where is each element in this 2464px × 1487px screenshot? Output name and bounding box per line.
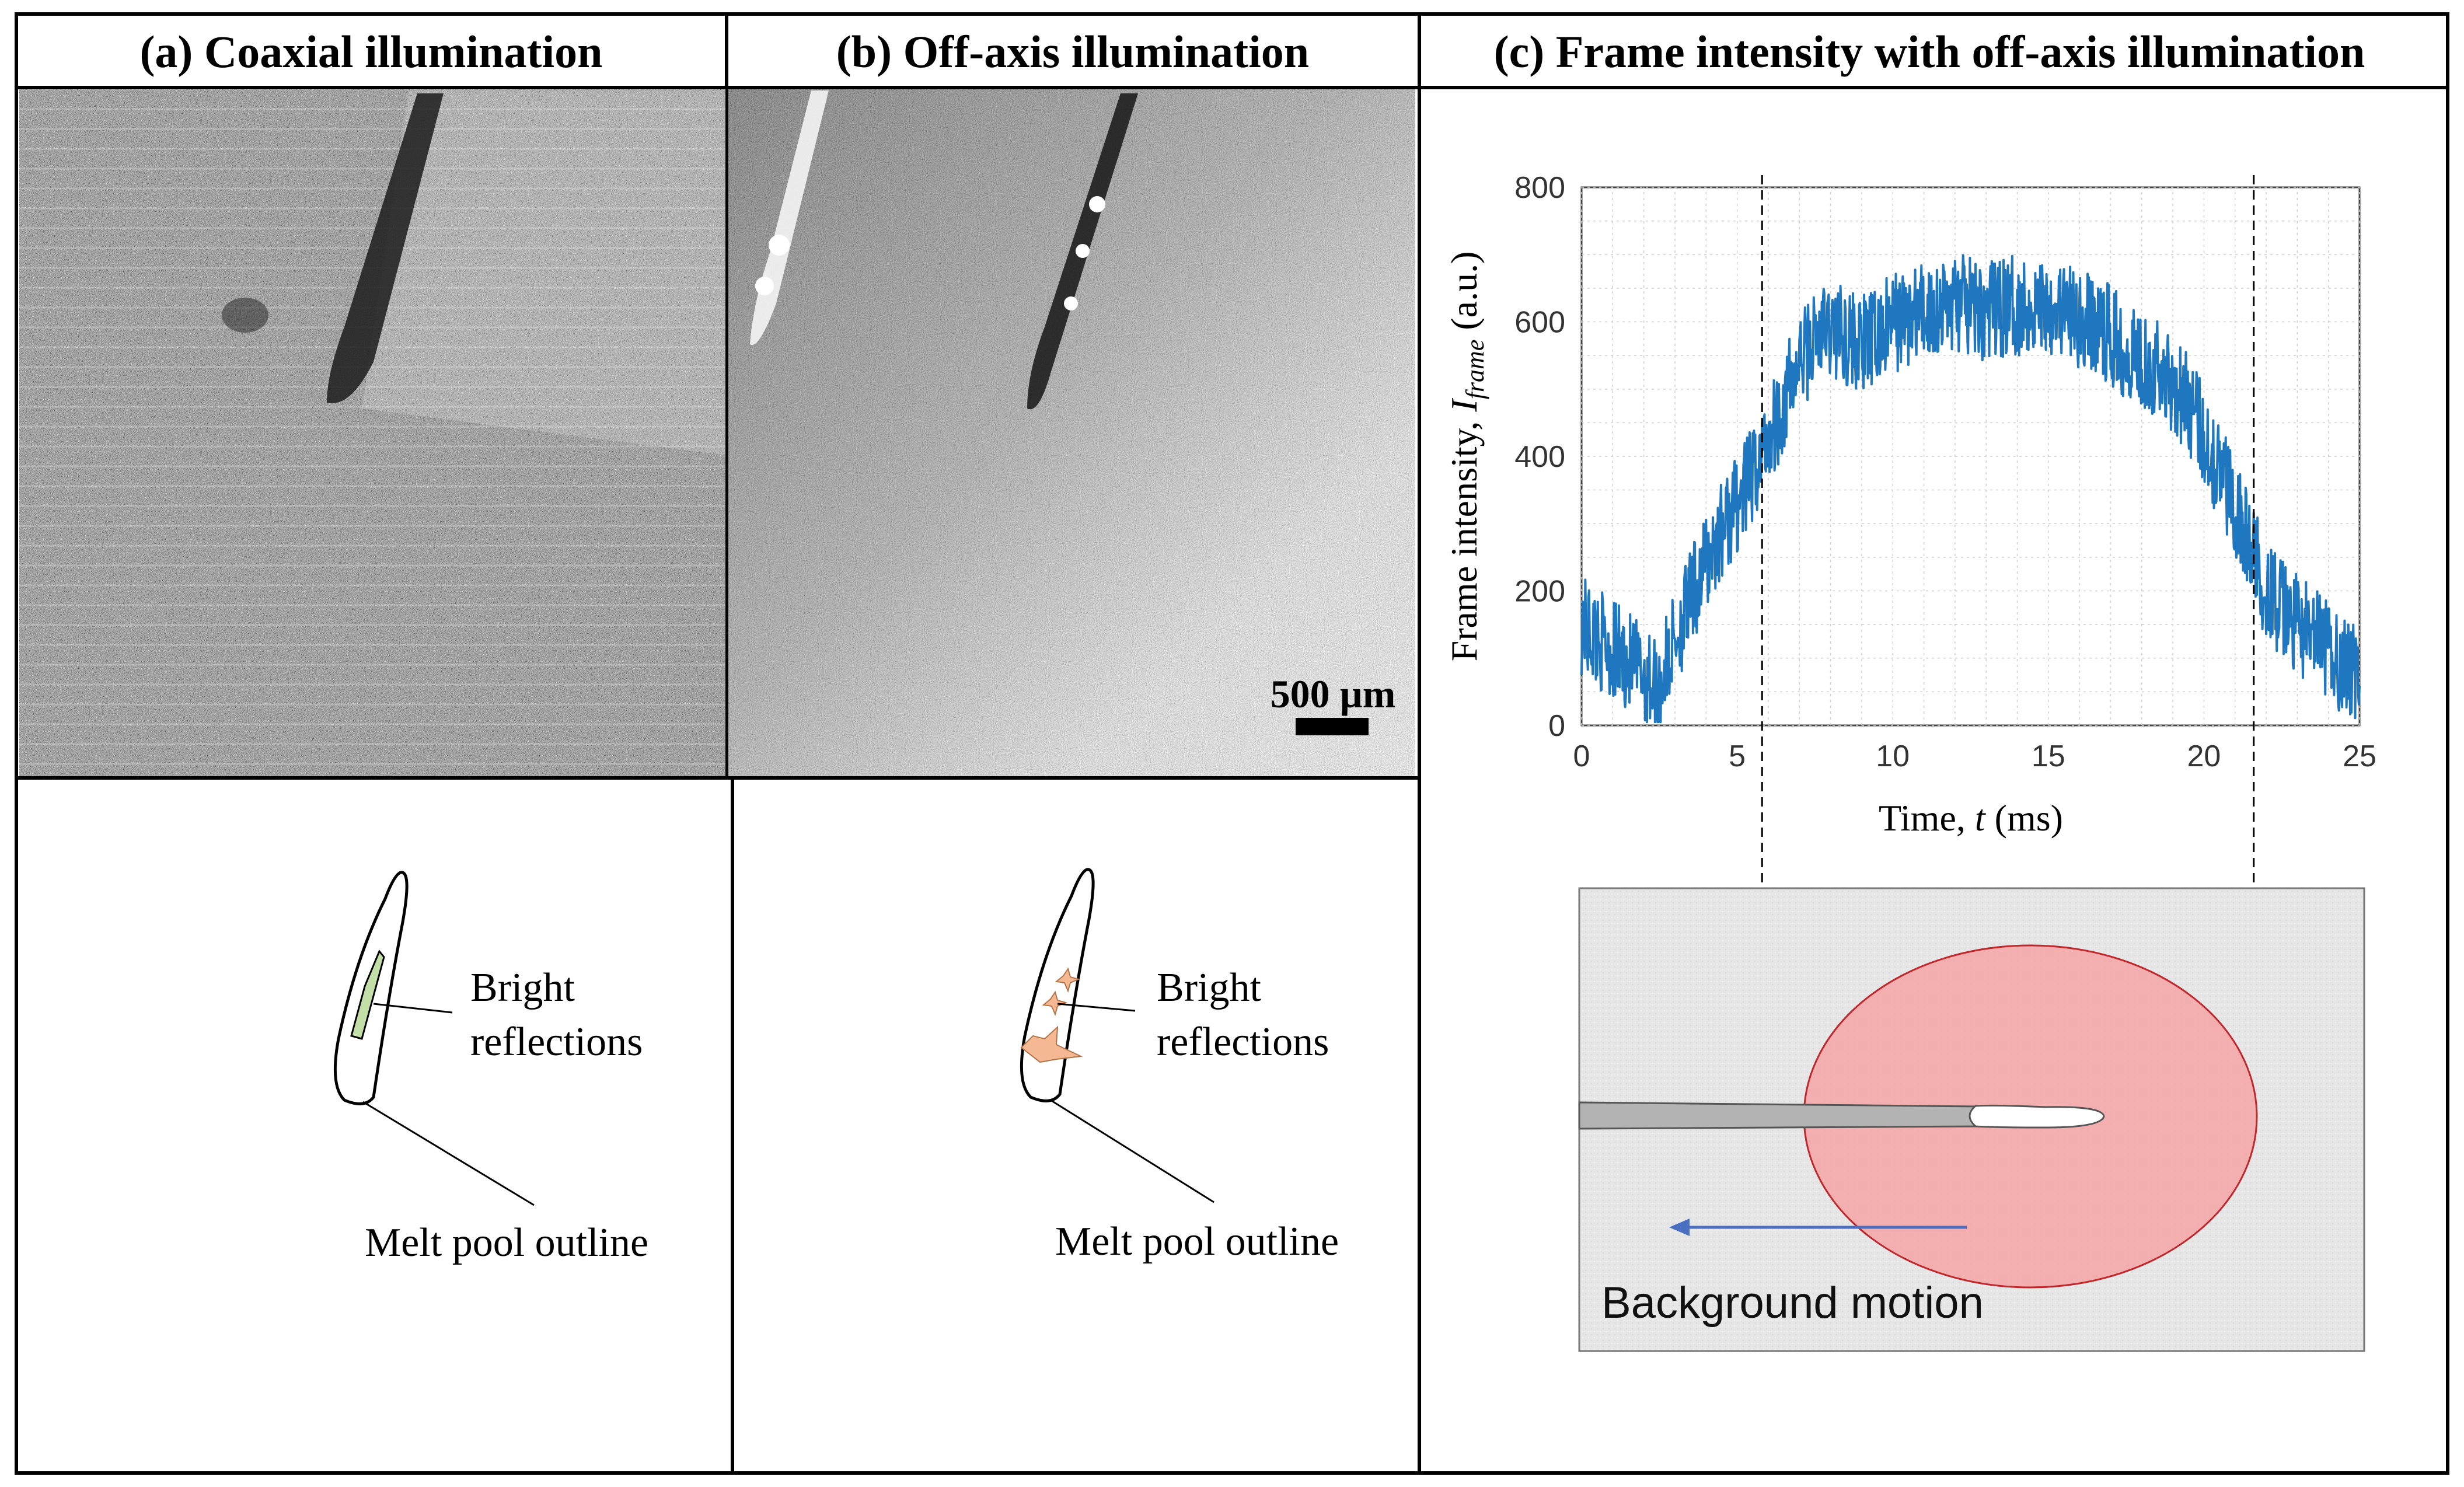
panel-frame	[15, 86, 2449, 1475]
micrograph-coaxial	[19, 89, 725, 776]
arrow-left-icon	[1669, 1219, 1690, 1236]
chart-ticks: 0 5 10 15 20 25 0 200 400 600 800	[1514, 171, 2376, 773]
solidified-track	[1578, 1101, 1980, 1130]
y-tick-label: 200	[1514, 575, 1565, 609]
leader-line-outline-b	[1050, 1099, 1214, 1203]
x-tick-label: 15	[2032, 739, 2065, 773]
outline-label-b: Melt pool outline	[1055, 1219, 1339, 1264]
series-line-frame-intensity	[1580, 254, 2361, 724]
x-axis-label: Time, t (ms)	[1879, 797, 2063, 839]
motion-schematic: Background motion	[1578, 887, 2365, 1352]
leader-line-bright-b	[1057, 1003, 1136, 1012]
y-tick-label: 0	[1548, 709, 1565, 743]
reflection-blob	[1020, 1025, 1083, 1063]
background-motion-arrow	[1669, 1219, 1967, 1236]
header-row: (a) Coaxial illumination (b) Off-axis il…	[15, 12, 2449, 89]
melt-track-dark	[327, 93, 444, 404]
bright-reflection-b	[1020, 967, 1083, 1063]
panel-b-title: (b) Off-axis illumination	[836, 26, 1309, 77]
bright-label-b-1: Bright	[1157, 965, 1261, 1010]
background-motion-label: Background motion	[1601, 1278, 1984, 1328]
chart-grid	[1581, 187, 2360, 726]
melt-pool	[1969, 1104, 2105, 1129]
panel-c-title: (c) Frame intensity with off-axis illumi…	[1494, 26, 2365, 77]
reflection-star-1	[1055, 967, 1080, 993]
leader-line-bright-a	[373, 1003, 453, 1014]
reflection-star-2	[1042, 990, 1067, 1016]
scale-bar: 500 µm	[1271, 672, 1396, 735]
dashed-markers	[1761, 175, 2255, 1118]
bright-label-a-1: Bright	[470, 965, 575, 1010]
sketch-offaxis: Bright reflections Melt pool outline	[1020, 868, 1339, 1264]
y-tick-label: 600	[1514, 306, 1565, 340]
y-axis-label: Frame intensity, Iframe (a.u.)	[1443, 252, 1489, 662]
x-tick-label: 20	[2187, 739, 2221, 773]
melt-pool-outline-b	[1020, 868, 1095, 1102]
x-tick-label: 10	[1876, 739, 1910, 773]
scale-bar-rect	[1296, 718, 1369, 735]
x-tick-label: 5	[1729, 739, 1746, 773]
y-tick-label: 400	[1514, 440, 1565, 474]
outline-label-a: Melt pool outline	[365, 1220, 648, 1265]
scale-bar-label: 500 µm	[1271, 672, 1396, 716]
x-tick-label: 0	[1573, 739, 1590, 773]
bright-label-b-2: reflections	[1157, 1020, 1329, 1064]
panel-a-title: (a) Coaxial illumination	[139, 26, 602, 77]
y-tick-label: 800	[1514, 171, 1565, 205]
intensity-chart: 0 5 10 15 20 25 0 200 400 600 800 Time, t (ms) Fra…	[1443, 171, 2376, 1118]
sketch-coaxial: Bright reflections Melt pool outline	[333, 871, 648, 1265]
bright-reflection-a	[350, 950, 385, 1040]
leader-line-outline-a	[362, 1101, 535, 1206]
x-tick-label: 25	[2343, 739, 2376, 773]
bright-label-a-2: reflections	[470, 1020, 643, 1064]
micrograph-offaxis: 500 µm	[728, 89, 1415, 776]
